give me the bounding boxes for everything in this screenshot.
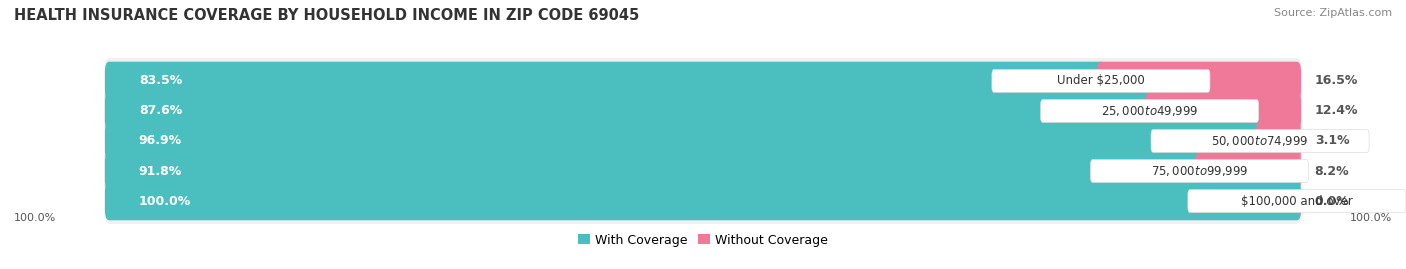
Text: $50,000 to $74,999: $50,000 to $74,999 — [1212, 134, 1309, 148]
Text: 100.0%: 100.0% — [1350, 213, 1392, 222]
Text: 87.6%: 87.6% — [139, 104, 181, 118]
FancyBboxPatch shape — [1188, 190, 1406, 213]
FancyBboxPatch shape — [104, 118, 1302, 164]
Text: 0.0%: 0.0% — [1315, 194, 1350, 208]
FancyBboxPatch shape — [1152, 130, 1369, 153]
FancyBboxPatch shape — [105, 182, 1301, 220]
Text: 3.1%: 3.1% — [1315, 134, 1350, 147]
FancyBboxPatch shape — [1256, 122, 1301, 160]
FancyBboxPatch shape — [105, 122, 1264, 160]
FancyBboxPatch shape — [1146, 92, 1301, 130]
Text: 8.2%: 8.2% — [1315, 165, 1350, 178]
FancyBboxPatch shape — [104, 58, 1302, 104]
Text: $25,000 to $49,999: $25,000 to $49,999 — [1101, 104, 1198, 118]
Text: 96.9%: 96.9% — [139, 134, 181, 147]
FancyBboxPatch shape — [105, 92, 1154, 130]
Text: Under $25,000: Under $25,000 — [1057, 75, 1144, 87]
Text: 100.0%: 100.0% — [14, 213, 56, 222]
Text: 100.0%: 100.0% — [139, 194, 191, 208]
FancyBboxPatch shape — [104, 148, 1302, 194]
FancyBboxPatch shape — [1091, 160, 1309, 182]
FancyBboxPatch shape — [104, 178, 1302, 224]
Text: HEALTH INSURANCE COVERAGE BY HOUSEHOLD INCOME IN ZIP CODE 69045: HEALTH INSURANCE COVERAGE BY HOUSEHOLD I… — [14, 8, 640, 23]
Text: 16.5%: 16.5% — [1315, 75, 1358, 87]
FancyBboxPatch shape — [104, 88, 1302, 134]
FancyBboxPatch shape — [105, 152, 1204, 190]
Text: $100,000 and over: $100,000 and over — [1241, 194, 1353, 208]
FancyBboxPatch shape — [1097, 62, 1301, 100]
FancyBboxPatch shape — [105, 62, 1105, 100]
FancyBboxPatch shape — [1195, 152, 1301, 190]
FancyBboxPatch shape — [1040, 100, 1258, 122]
Text: Source: ZipAtlas.com: Source: ZipAtlas.com — [1274, 8, 1392, 18]
Text: 12.4%: 12.4% — [1315, 104, 1358, 118]
Text: 91.8%: 91.8% — [139, 165, 181, 178]
Legend: With Coverage, Without Coverage: With Coverage, Without Coverage — [578, 234, 828, 247]
FancyBboxPatch shape — [991, 69, 1211, 92]
Text: 83.5%: 83.5% — [139, 75, 181, 87]
Text: $75,000 to $99,999: $75,000 to $99,999 — [1150, 164, 1249, 178]
